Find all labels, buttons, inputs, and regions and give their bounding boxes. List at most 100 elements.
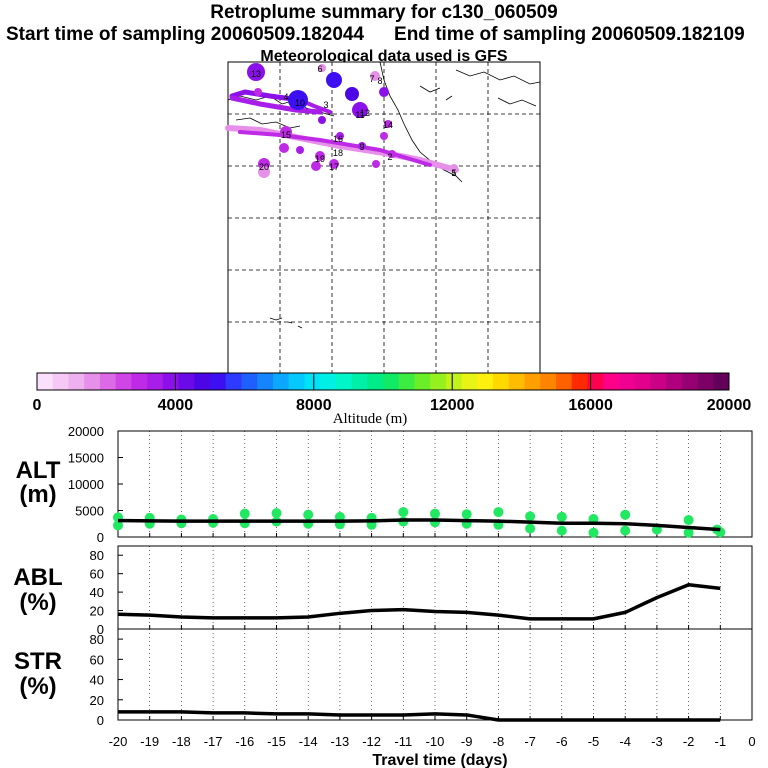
colorbar-label: Altitude (m) [333, 411, 408, 427]
x-axis-label: Travel time (days) [372, 752, 507, 768]
colorbar-segment [398, 373, 415, 390]
y-tick-label: 20 [90, 693, 104, 708]
colorbar-segment [697, 373, 714, 390]
y-tick-label: 0 [97, 530, 104, 545]
plume-marker [372, 160, 380, 168]
colorbar-tick-label: 20000 [707, 397, 752, 414]
x-tick-label: -7 [524, 734, 536, 749]
map-gridlines [228, 62, 540, 373]
panel-label: ALT [16, 457, 61, 484]
colorbar-segment [556, 373, 573, 390]
plume-number-label: 13 [251, 69, 261, 79]
plume-marker [258, 166, 270, 178]
y-tick-label: 0 [97, 622, 104, 637]
x-tick-label: -4 [619, 734, 631, 749]
colorbar-segment [241, 373, 258, 390]
alt-scatter-point [113, 520, 123, 531]
series-line [117, 582, 721, 621]
plume-marker [318, 116, 326, 124]
chart-title: Retroplume summary for c130_060509 [210, 2, 558, 23]
colorbar-segment [162, 373, 180, 390]
x-tick-label: -9 [461, 734, 473, 749]
alt-scatter-point [556, 525, 567, 536]
y-tick-label: 10000 [68, 477, 104, 492]
x-tick-label: -17 [204, 734, 223, 749]
colorbar-segment [68, 373, 85, 390]
plume-marker [311, 161, 321, 171]
alt-scatter-point [620, 509, 631, 520]
colorbar-segment [304, 373, 321, 390]
plume-number-label: 6 [317, 64, 322, 74]
colorbar-segment [524, 373, 541, 390]
colorbar-segment [178, 373, 195, 390]
x-tick-label: -6 [556, 734, 568, 749]
alt-scatter-point [683, 527, 694, 538]
colorbar-segment [430, 373, 447, 390]
plume-number-label: 5 [451, 168, 456, 178]
colorbar-segment [383, 373, 400, 390]
x-tick-label: -1 [715, 734, 727, 749]
panel-frame [117, 628, 753, 721]
x-tick-label: -2 [683, 734, 695, 749]
y-tick-label: 20000 [68, 424, 104, 439]
x-tick-label: -19 [140, 734, 159, 749]
colorbar-segment [147, 373, 164, 390]
plume-number-label: 1 [451, 168, 456, 178]
x-tick-label: -11 [394, 734, 412, 749]
colorbar-segment [713, 373, 730, 390]
y-tick-label: 20 [90, 604, 104, 619]
plume-marker [288, 90, 308, 110]
x-tick-label: -15 [267, 734, 286, 749]
colorbar-segment [681, 373, 699, 390]
colorbar-segment [508, 373, 526, 390]
colorbar-segment [257, 373, 274, 390]
colorbar-segment [650, 373, 667, 390]
x-tick-label: -18 [172, 734, 191, 749]
colorbar-segment [666, 373, 683, 390]
y-tick-label: 0 [97, 713, 104, 728]
alt-scatter-point [239, 508, 250, 519]
plume-marker [370, 71, 380, 81]
plume-marker [358, 142, 366, 150]
plume-marker [329, 159, 339, 169]
alt-scatter-point [430, 508, 440, 519]
plume-marker [450, 164, 458, 172]
plume-number-label: 8 [377, 76, 382, 86]
panel-unit-label: (%) [19, 589, 56, 616]
colorbar-tick-label: 4000 [158, 397, 194, 414]
colorbar-segment [272, 373, 290, 390]
colorbar-segment [37, 373, 54, 390]
series-line [118, 710, 721, 722]
plume-marker [388, 150, 396, 158]
plume-marker [379, 87, 389, 97]
colorbar-segment [493, 373, 510, 390]
plume-marker [247, 63, 265, 81]
altitude-colorbar: 0 4000 8000 12000 16000 20000 [33, 372, 752, 414]
colorbar-tick-label: 12000 [430, 397, 475, 414]
colorbar-segment [367, 373, 384, 390]
plume-number-label: 18 [333, 148, 343, 158]
plume-number-label: 19 [315, 154, 325, 164]
start-time: Start time of sampling 20060509.182044 [6, 24, 365, 45]
x-tick-label: -10 [426, 734, 445, 749]
x-tick-label: -14 [299, 734, 318, 749]
colorbar-segment [477, 373, 494, 390]
alt-scatter-point [461, 509, 472, 520]
colorbar-tick-label: 0 [33, 397, 42, 414]
x-tick-label: -8 [493, 734, 505, 749]
plume-number-label: 14 [383, 120, 393, 130]
colorbar-segment [115, 373, 132, 390]
alt-scatter-point [525, 523, 536, 534]
colorbar-segment [540, 373, 557, 390]
panel-unit-label: (%) [19, 673, 56, 700]
plume-number-label: 17 [329, 162, 339, 172]
colorbar-segment [288, 373, 305, 390]
x-tick-label: -5 [588, 734, 600, 749]
plume-number-label: 16 [333, 134, 343, 144]
colorbar-segment [618, 373, 636, 390]
end-time: End time of sampling 20060509.182109 [394, 24, 745, 45]
colorbar-segment [131, 373, 148, 390]
